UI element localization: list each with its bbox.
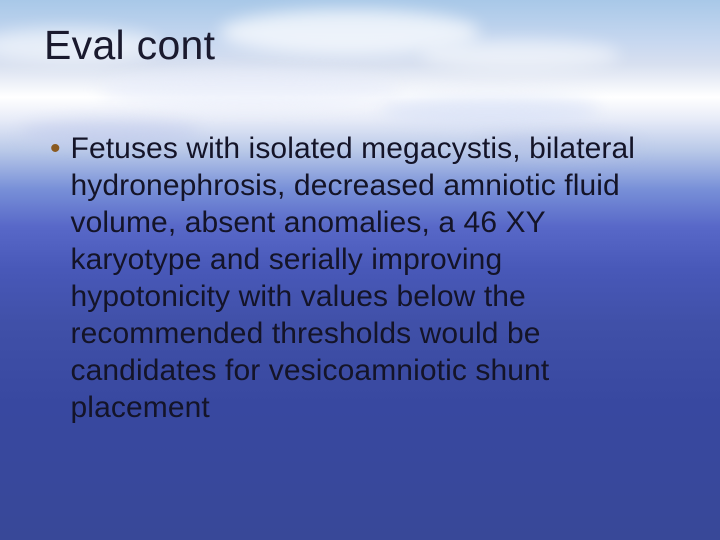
bullet-item: • Fetuses with isolated megacystis, bila… <box>50 130 670 426</box>
slide-body: • Fetuses with isolated megacystis, bila… <box>50 130 670 426</box>
slide-title: Eval cont <box>44 22 215 69</box>
bullet-icon: • <box>50 131 61 167</box>
bullet-text: Fetuses with isolated megacystis, bilate… <box>71 130 670 426</box>
slide: Eval cont • Fetuses with isolated megacy… <box>0 0 720 540</box>
